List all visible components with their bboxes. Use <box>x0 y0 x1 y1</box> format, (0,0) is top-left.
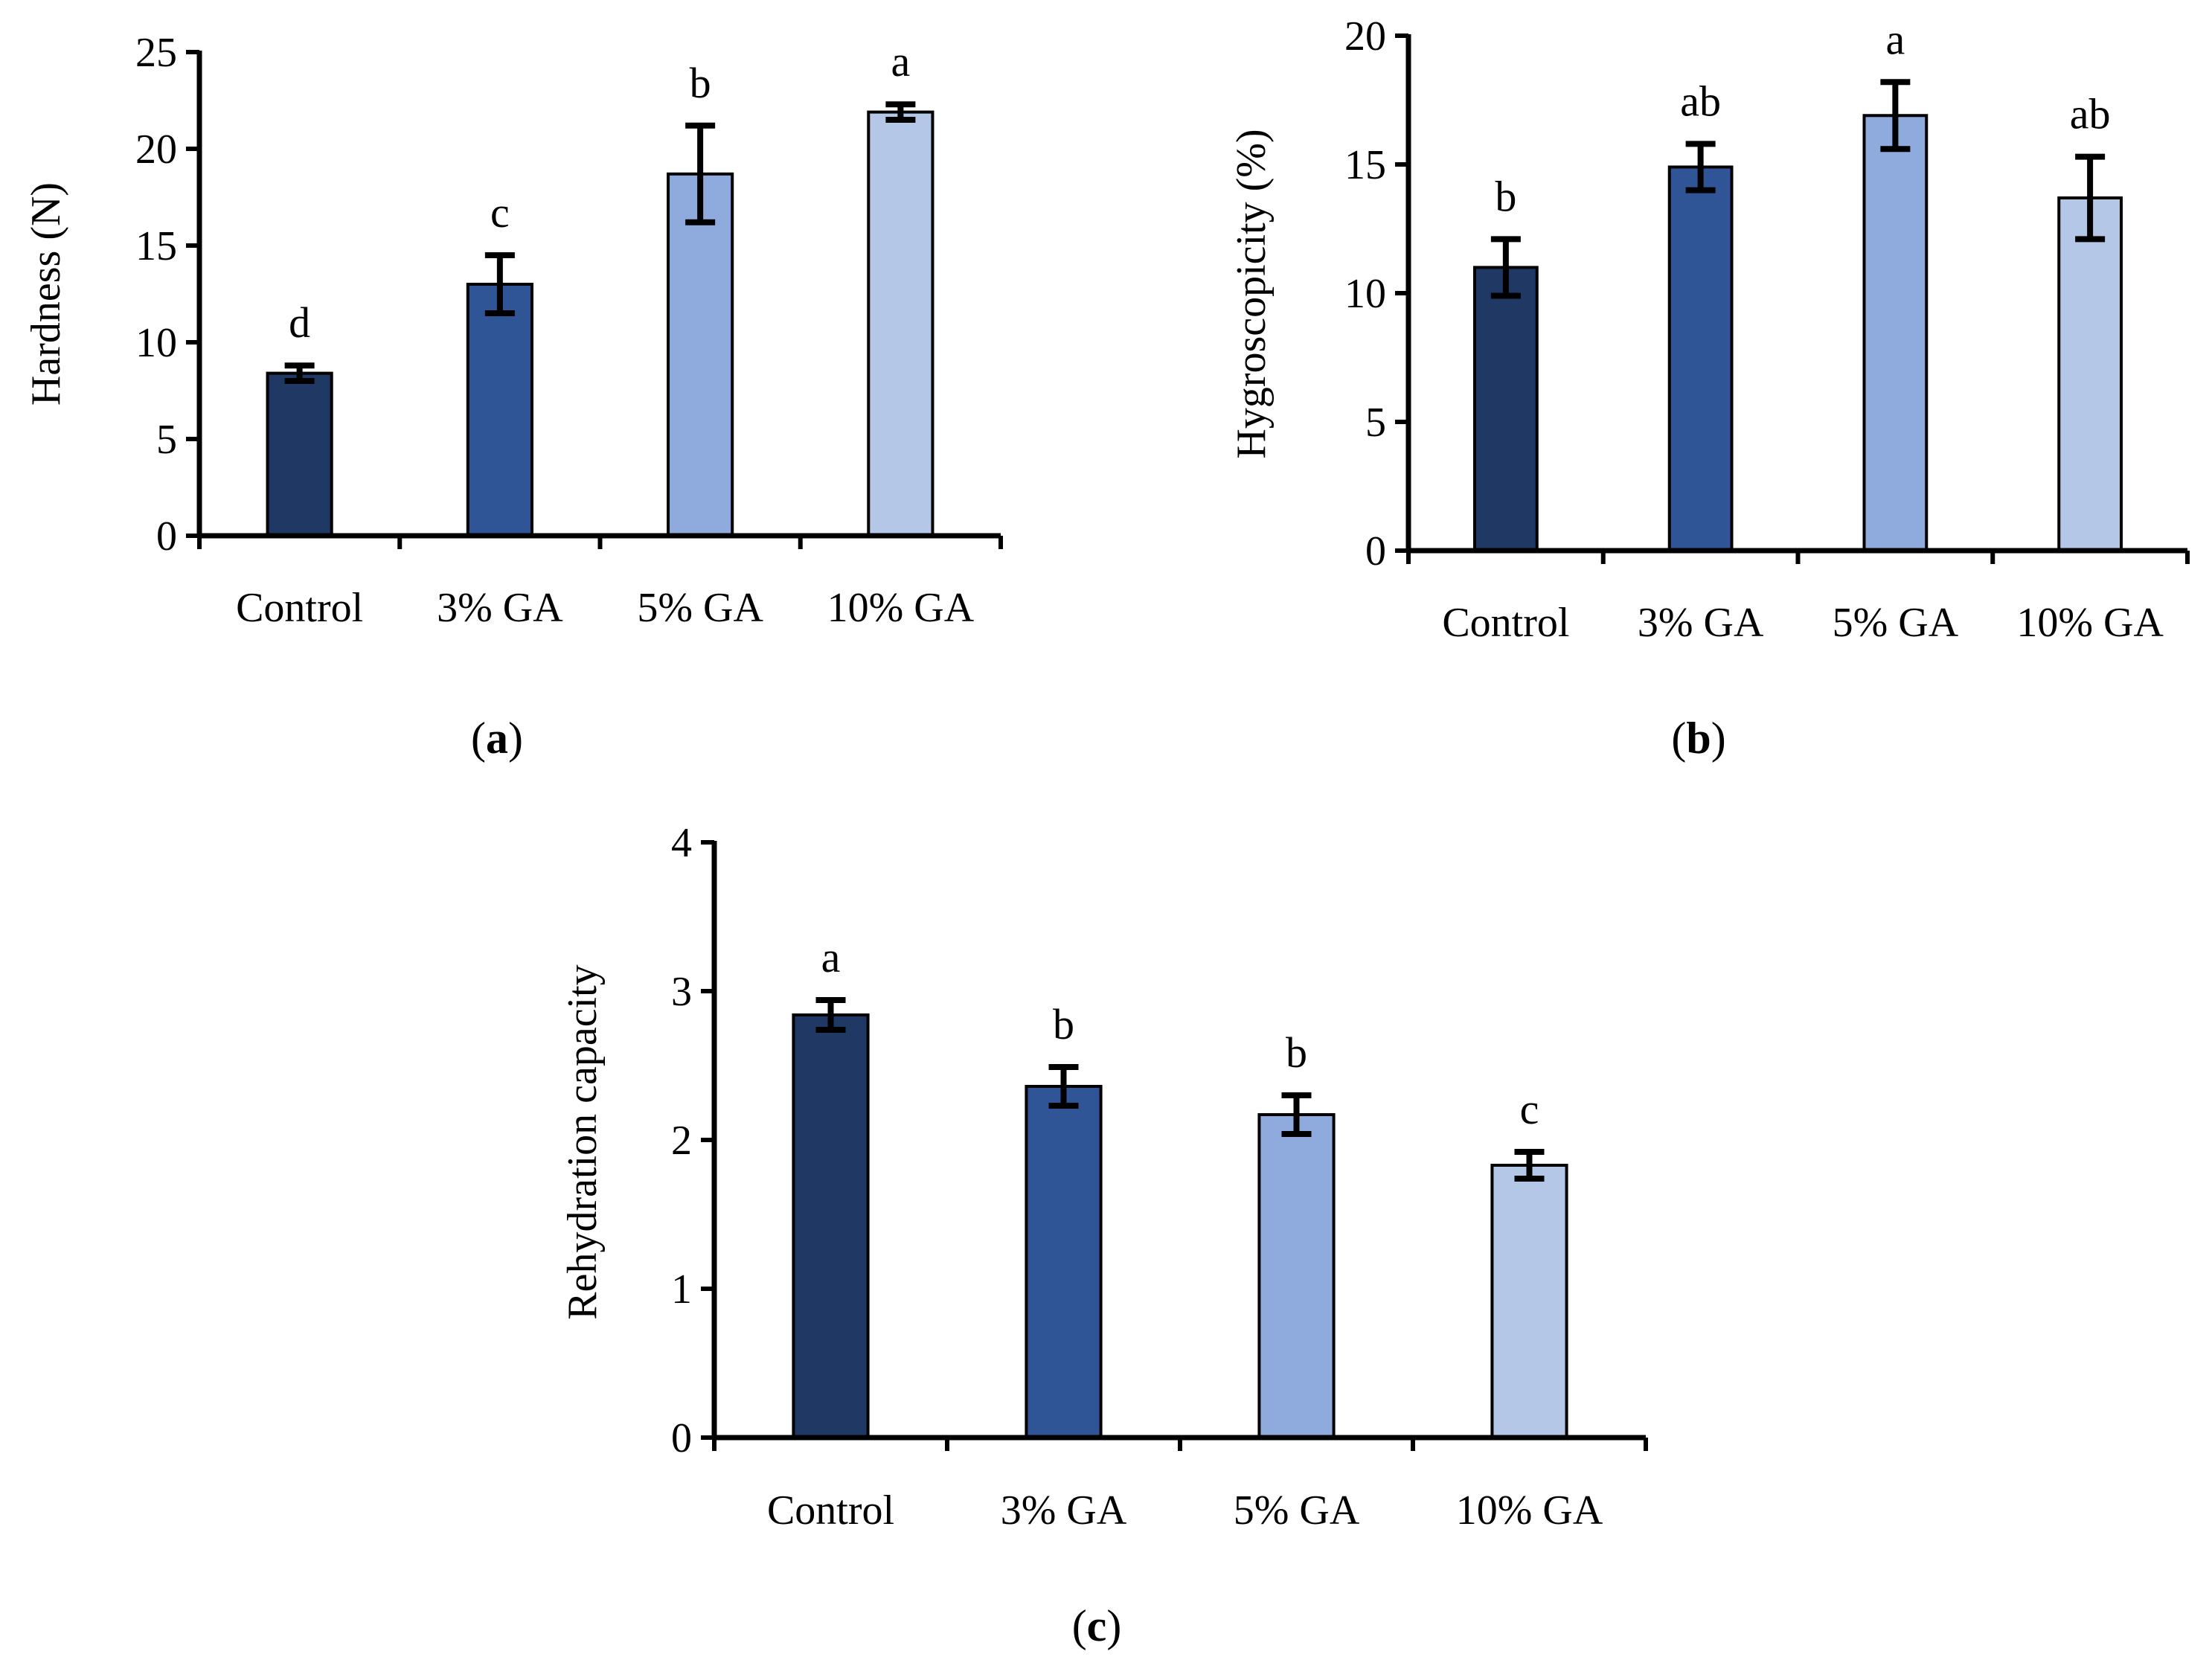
bar-c-3 <box>1490 1164 1568 1439</box>
x-tick-label-a-1: 3% GA <box>437 585 563 631</box>
bar-b-3 <box>2057 196 2123 552</box>
x-tick-label-a-2: 5% GA <box>637 585 763 631</box>
bar-a-1 <box>466 283 533 537</box>
bar-a-3 <box>867 110 935 538</box>
chart-panel-b: b Control ab 3% GA a 5% GA ab 10% GA 0 5 10 15 20 Hyg… <box>1228 13 2190 763</box>
y-tick-label-c-4: 4 <box>671 820 692 866</box>
y-tick-label-b-4: 20 <box>1344 13 1386 60</box>
chart-panel-c: a Control b 3% GA b 5% GA c 10% GA 0 1 2 3 4 Rehydrat… <box>560 820 1648 1650</box>
bar-c-1 <box>1025 1085 1103 1439</box>
bar-a-0 <box>266 371 333 537</box>
panel-label-c: (c) <box>1072 1601 1122 1650</box>
y-tick-label-c-1: 1 <box>671 1266 692 1313</box>
chart-panel-a: d Control c 3% GA b 5% GA a 10% GA 0 5 10 15 20 25 Har… <box>23 30 1003 763</box>
bar-a-2 <box>667 172 734 538</box>
y-tick-label-b-2: 10 <box>1344 271 1386 317</box>
significance-letter-b-2: a <box>1886 15 1905 63</box>
y-tick-label-a-3: 15 <box>135 223 177 269</box>
y-tick-label-a-4: 20 <box>135 126 177 173</box>
y-tick-label-b-0: 0 <box>1365 528 1386 574</box>
y-tick-label-a-2: 10 <box>135 320 177 366</box>
y-tick-label-a-5: 25 <box>135 30 177 76</box>
y-tick-label-c-2: 2 <box>671 1118 692 1164</box>
significance-letter-b-3: ab <box>2070 90 2111 138</box>
y-axis-title-a: Hardness (N) <box>23 182 69 406</box>
y-axis-title-c: Rehydration capacity <box>560 964 606 1319</box>
significance-letter-c-2: b <box>1286 1028 1307 1077</box>
y-tick-label-c-3: 3 <box>671 969 692 1015</box>
x-tick-label-a-0: Control <box>236 585 363 631</box>
panel-label-a: (a) <box>471 714 523 763</box>
x-tick-label-c-1: 3% GA <box>1001 1487 1127 1534</box>
x-tick-label-a-3: 10% GA <box>827 585 975 631</box>
x-tick-label-b-0: Control <box>1442 600 1569 646</box>
x-tick-label-b-2: 5% GA <box>1833 600 1959 646</box>
bar-b-1 <box>1667 165 1734 552</box>
significance-letter-b-0: b <box>1495 172 1516 220</box>
y-tick-label-b-3: 15 <box>1344 142 1386 188</box>
significance-letter-a-3: a <box>891 37 911 86</box>
significance-letter-a-0: d <box>289 298 310 347</box>
y-axis-title-b: Hygroscopicity (%) <box>1228 129 1275 458</box>
bar-b-2 <box>1862 114 1929 552</box>
y-tick-label-a-0: 0 <box>156 513 177 560</box>
panel-label-b: (b) <box>1671 714 1725 763</box>
y-tick-label-c-0: 0 <box>671 1415 692 1461</box>
bar-c-0 <box>792 1013 870 1439</box>
significance-letter-c-0: a <box>821 933 841 981</box>
bar-b-0 <box>1472 266 1539 552</box>
x-tick-label-b-3: 10% GA <box>2016 600 2164 646</box>
significance-letter-b-1: ab <box>1680 77 1721 125</box>
y-tick-label-b-1: 5 <box>1365 400 1386 446</box>
y-tick-label-a-1: 5 <box>156 417 177 463</box>
significance-letter-a-1: c <box>490 188 510 237</box>
x-tick-label-c-0: Control <box>767 1487 894 1534</box>
bar-c-2 <box>1257 1113 1336 1439</box>
significance-letter-c-3: c <box>1520 1085 1539 1133</box>
significance-letter-a-2: b <box>690 59 711 107</box>
x-tick-label-b-1: 3% GA <box>1638 600 1764 646</box>
x-tick-label-c-3: 10% GA <box>1456 1487 1603 1534</box>
x-tick-label-c-2: 5% GA <box>1234 1487 1360 1534</box>
significance-letter-c-1: b <box>1053 1000 1074 1048</box>
